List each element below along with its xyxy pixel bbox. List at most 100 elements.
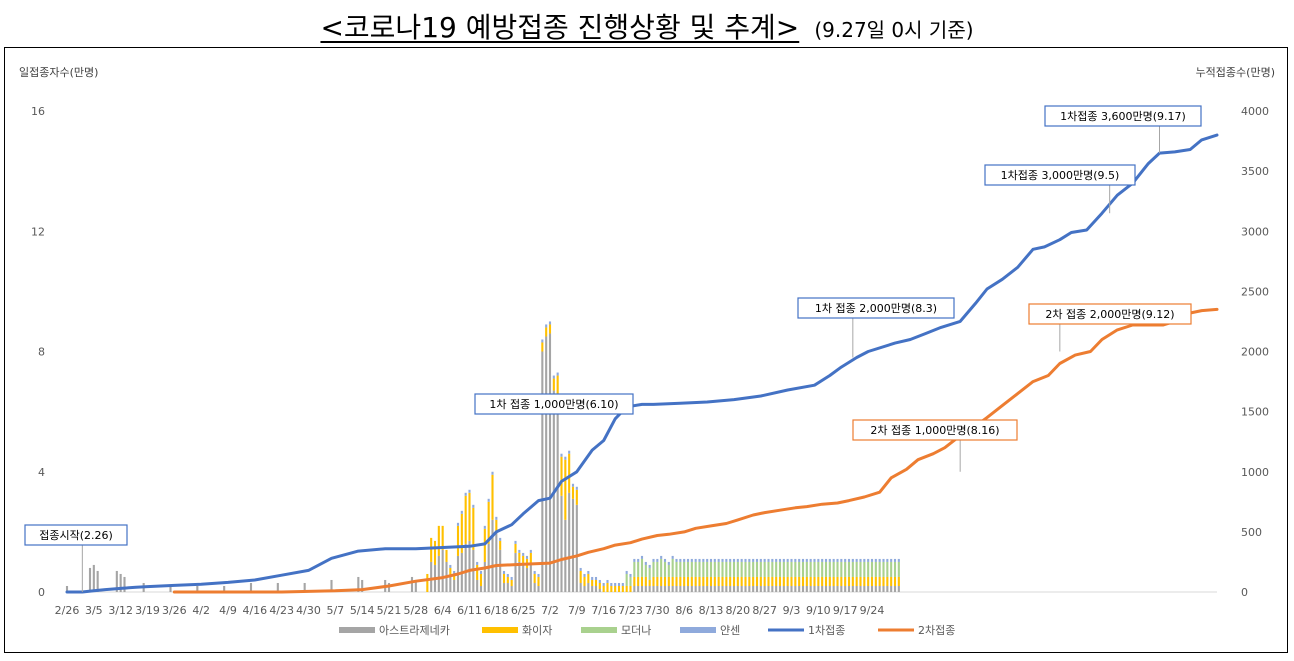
right-tick-label: 2000	[1241, 346, 1269, 359]
x-tick-label: 8/27	[752, 604, 777, 617]
bar-janssen	[671, 555, 674, 559]
left-tick-label: 4	[38, 466, 45, 479]
bar-janssen	[621, 582, 624, 586]
bar-moderna	[771, 561, 774, 577]
bar-janssen	[587, 570, 590, 574]
bar-pfizer	[499, 540, 502, 550]
bar-astrazeneca	[759, 585, 762, 592]
bar-moderna	[717, 561, 720, 577]
bar-astrazeneca	[886, 585, 889, 592]
bar-astrazeneca	[88, 567, 92, 592]
bar-pfizer	[541, 342, 544, 352]
bar-janssen	[886, 558, 889, 562]
bar-pfizer	[878, 576, 881, 586]
bar-pfizer	[801, 576, 805, 586]
x-tick-label: 2/26	[55, 604, 80, 617]
bar-pfizer	[644, 576, 647, 586]
bar-pfizer	[663, 576, 667, 586]
bar-janssen	[683, 558, 686, 562]
bar-janssen	[709, 558, 713, 562]
bar-janssen	[602, 582, 605, 586]
bar-pfizer	[805, 576, 808, 586]
bar-janssen	[794, 558, 797, 562]
bar-astrazeneca	[809, 585, 812, 592]
bar-janssen	[533, 570, 536, 574]
bar-moderna	[763, 561, 766, 577]
bar-astrazeneca	[96, 570, 99, 592]
bar-janssen	[629, 573, 632, 577]
bar-pfizer	[495, 519, 498, 532]
bar-pfizer	[732, 576, 736, 586]
bar-janssen	[809, 558, 812, 562]
left-axis-title: 일접종자수(만명)	[19, 65, 98, 79]
bar-pfizer	[629, 585, 632, 592]
bar-pfizer	[890, 576, 893, 586]
bar-janssen	[775, 558, 778, 562]
bar-astrazeneca	[836, 585, 839, 592]
bar-janssen	[640, 555, 644, 559]
x-tick-label: 6/25	[511, 604, 536, 617]
bar-astrazeneca	[518, 561, 521, 592]
bar-pfizer	[813, 576, 816, 586]
bar-moderna	[671, 558, 674, 577]
annotation-label: 1차접종 3,600만명(9.17)	[1060, 110, 1186, 123]
bar-astrazeneca	[633, 585, 636, 592]
bar-pfizer	[514, 543, 517, 553]
bar-pfizer	[874, 576, 877, 586]
bar-pfizer	[886, 576, 889, 586]
bar-astrazeneca	[752, 585, 755, 592]
annotation-box	[24, 524, 128, 546]
bar-moderna	[644, 564, 647, 577]
bar-janssen	[479, 570, 483, 574]
bar-janssen	[598, 579, 601, 583]
bar-astrazeneca	[640, 585, 644, 592]
bar-astrazeneca	[736, 585, 739, 592]
x-tick-label: 3/12	[108, 604, 133, 617]
bar-janssen	[863, 558, 866, 562]
bar-moderna	[886, 561, 889, 577]
bar-pfizer	[897, 576, 900, 586]
bar-pfizer	[782, 576, 785, 586]
bar-astrazeneca	[824, 585, 828, 592]
bar-janssen	[836, 558, 839, 562]
bar-pfizer	[671, 576, 674, 586]
bar-moderna	[752, 561, 755, 577]
right-tick-label: 3500	[1241, 165, 1269, 178]
legend-label: 2차접종	[918, 624, 955, 637]
x-tick-label: 6/4	[434, 604, 452, 617]
bar-pfizer	[621, 585, 624, 592]
left-tick-label: 12	[31, 225, 45, 238]
bar-astrazeneca	[495, 531, 498, 592]
bar-janssen	[522, 552, 525, 556]
x-tick-label: 4/23	[269, 604, 294, 617]
bar-astrazeneca	[514, 552, 517, 592]
bar-moderna	[667, 564, 670, 577]
bar-astrazeneca	[706, 585, 709, 592]
bar-moderna	[855, 561, 858, 577]
bar-astrazeneca	[575, 504, 578, 592]
bar-astrazeneca	[568, 492, 571, 592]
bar-pfizer	[445, 549, 448, 562]
bar-astrazeneca	[805, 585, 808, 592]
bar-astrazeneca	[579, 582, 582, 592]
right-tick-label: 4000	[1241, 105, 1269, 118]
bar-pfizer	[798, 576, 801, 586]
bar-astrazeneca	[675, 585, 678, 592]
bar-pfizer	[821, 576, 824, 586]
bar-pfizer	[690, 576, 693, 586]
bar-pfizer	[775, 576, 778, 586]
bar-janssen	[453, 570, 456, 574]
bar-astrazeneca	[813, 585, 816, 592]
bar-janssen	[851, 558, 854, 562]
bar-astrazeneca	[683, 585, 686, 592]
x-tick-label: 3/26	[162, 604, 187, 617]
bar-janssen	[690, 558, 693, 562]
bar-moderna	[675, 561, 678, 577]
bar-pfizer	[453, 573, 456, 580]
bar-janssen	[855, 558, 858, 562]
bar-moderna	[851, 561, 854, 577]
bar-astrazeneca	[506, 582, 509, 592]
bar-moderna	[805, 561, 808, 577]
bar-janssen	[518, 549, 521, 553]
bar-janssen	[510, 576, 513, 580]
